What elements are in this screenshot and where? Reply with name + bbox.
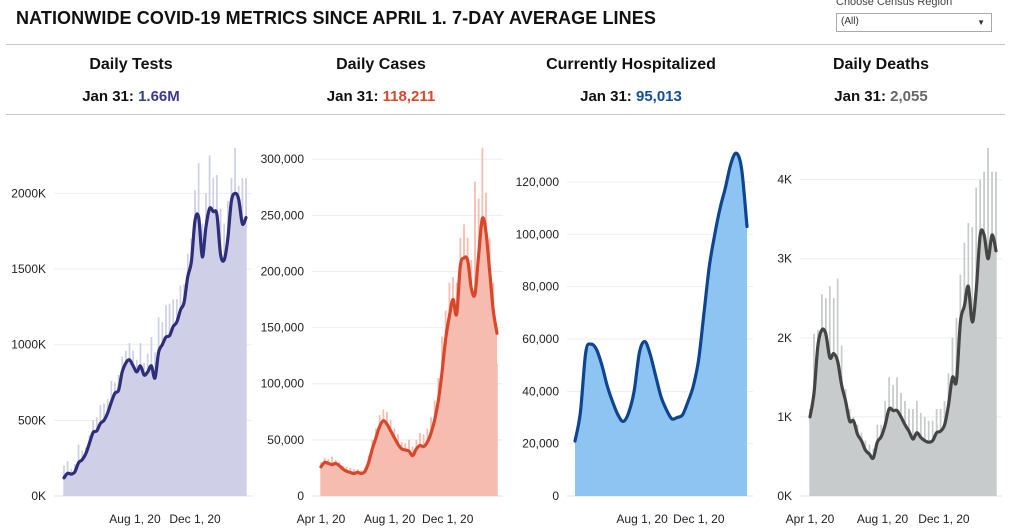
- chart-daily-cases[interactable]: 0 50,000 100,000 150,000 200,000 250,000 300,0…: [255, 118, 510, 532]
- panel-value-hospitalized: Jan 31: 95,013: [506, 88, 756, 105]
- y-tick-label: 2K: [777, 331, 792, 345]
- x-tick-label: Dec 1, 20: [422, 512, 474, 526]
- y-tick-label: 100,000: [516, 227, 560, 241]
- x-tick-label: Aug 1, 20: [109, 512, 161, 526]
- y-tick-label: 60,000: [522, 332, 559, 346]
- panel-value-cases: Jan 31: 118,211: [256, 88, 506, 105]
- x-tick-label: Dec 1, 20: [169, 512, 221, 526]
- panels-divider: [6, 114, 1005, 115]
- y-tick-label: 150,000: [261, 321, 305, 335]
- chart-currently-hospitalized[interactable]: 0 20,000 40,000 60,000 80,000 100,000 120,000 A…: [505, 118, 760, 532]
- y-tick-label: 300,000: [261, 152, 305, 166]
- x-tick-label: Aug 1, 20: [857, 512, 909, 526]
- seven-day-average-line: [808, 228, 998, 461]
- panel-date-label: Jan 31:: [834, 88, 891, 105]
- seven-day-average-line: [62, 191, 248, 480]
- panel-title-deaths: Daily Deaths: [832, 56, 930, 73]
- y-tick-label: 120,000: [516, 175, 560, 189]
- x-tick-label: Dec 1, 20: [918, 512, 970, 526]
- latest-value: 2,055: [890, 88, 928, 105]
- panel-title-hospitalized: Currently Hospitalized: [546, 56, 716, 73]
- latest-value: 1.66M: [138, 88, 180, 105]
- region-select[interactable]: (All) ▼: [836, 13, 992, 32]
- region-filter-label: Choose Census Region: [836, 0, 953, 8]
- y-tick-label: 0: [552, 489, 559, 503]
- y-tick-label: 50,000: [267, 433, 304, 447]
- y-tick-label: 2000K: [11, 186, 46, 200]
- y-tick-label: 500K: [18, 413, 46, 427]
- panel-value-deaths: Jan 31: 2,055: [756, 88, 1006, 105]
- y-tick-label: 0: [297, 489, 304, 503]
- x-tick-label: Apr 1, 20: [297, 512, 346, 526]
- y-tick-label: 80,000: [522, 280, 559, 294]
- panel-title-cases: Daily Cases: [336, 56, 426, 73]
- latest-value: 95,013: [635, 88, 682, 105]
- area-fill: [64, 193, 246, 496]
- y-tick-label: 200,000: [261, 264, 305, 278]
- x-tick-label: Apr 1, 20: [786, 512, 835, 526]
- area-fill: [321, 218, 497, 496]
- y-tick-label: 100,000: [261, 377, 305, 391]
- y-tick-label: 20,000: [522, 437, 559, 451]
- panel-date-label: Jan 31:: [82, 88, 139, 105]
- panel-date-label: Jan 31:: [326, 88, 383, 105]
- y-tick-label: 1500K: [11, 262, 46, 276]
- y-tick-label: 1000K: [11, 338, 46, 352]
- panel-value-tests: Jan 31: 1.66M: [6, 88, 256, 105]
- x-tick-label: Aug 1, 20: [364, 512, 416, 526]
- panel-title-tests: Daily Tests: [89, 56, 173, 73]
- area-fill: [810, 235, 996, 496]
- y-tick-label: 1K: [777, 410, 792, 424]
- panel-date-label: Jan 31:: [580, 88, 636, 105]
- y-tick-label: 0K: [777, 489, 792, 503]
- y-tick-label: 40,000: [522, 384, 559, 398]
- latest-value: 118,211: [382, 88, 436, 105]
- chart-daily-tests[interactable]: 0K 500K 1000K 1500K 2000K Aug 1, 20 Dec 1, 20: [0, 118, 255, 532]
- y-tick-label: 3K: [777, 252, 792, 266]
- seven-day-average-line: [573, 151, 749, 443]
- area-fill: [575, 153, 747, 496]
- y-tick-label: 250,000: [261, 208, 305, 222]
- chart-daily-deaths[interactable]: 0K 1K 2K 3K 4K Apr 1, 20 Aug 1, 20 Dec 1, 20: [755, 118, 1010, 532]
- y-tick-label: 4K: [777, 173, 792, 187]
- seven-day-average-line: [319, 216, 499, 476]
- region-select-value: (All): [841, 16, 859, 27]
- header-divider: [6, 44, 1005, 45]
- y-tick-label: 0K: [31, 489, 46, 503]
- x-tick-label: Aug 1, 20: [616, 512, 668, 526]
- page-title: NATIONWIDE COVID-19 METRICS SINCE APRIL …: [16, 8, 656, 28]
- x-tick-label: Dec 1, 20: [673, 512, 725, 526]
- chevron-down-icon: ▼: [977, 18, 985, 27]
